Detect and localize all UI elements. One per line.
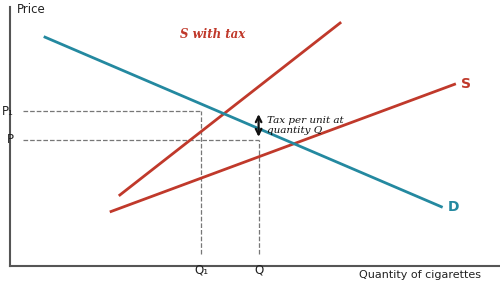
Text: S: S bbox=[461, 77, 471, 91]
Text: S with tax: S with tax bbox=[180, 28, 245, 41]
Text: Quantity of cigarettes: Quantity of cigarettes bbox=[359, 270, 481, 280]
Text: P: P bbox=[7, 133, 14, 146]
Text: Q₁: Q₁ bbox=[194, 263, 208, 276]
Text: Price: Price bbox=[16, 3, 45, 16]
Text: Tax per unit at
quantity Q: Tax per unit at quantity Q bbox=[268, 116, 344, 135]
Text: D: D bbox=[448, 200, 460, 214]
Text: Q: Q bbox=[254, 263, 263, 276]
Text: P₁: P₁ bbox=[2, 105, 14, 118]
